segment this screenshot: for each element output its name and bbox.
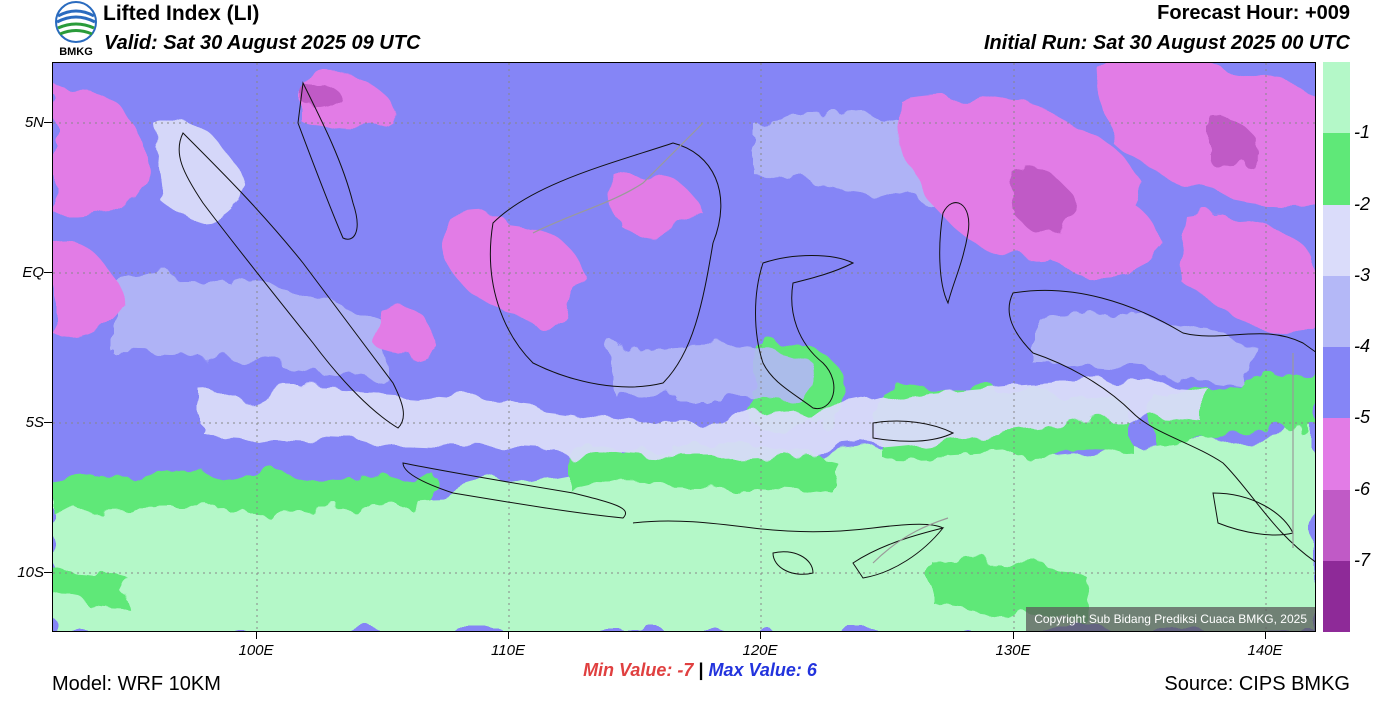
lat-label-5n: 5N (24, 114, 44, 131)
lat-tick (44, 572, 52, 573)
colorbar-segment (1323, 489, 1350, 561)
lon-tick (256, 632, 257, 639)
lat-tick (44, 272, 52, 273)
colorbar-segment (1323, 62, 1350, 134)
lat-label-eq: EQ (22, 264, 44, 281)
lon-label-140e: 140E (1247, 642, 1283, 659)
valid-time: Valid: Sat 30 August 2025 09 UTC (104, 32, 421, 54)
lat-label-5s: 5S (25, 414, 44, 431)
map-field (53, 63, 1315, 631)
colorbar-label: -2 (1354, 193, 1371, 214)
source-label: Source: CIPS BMKG (1164, 673, 1350, 695)
colorbar-segment (1323, 204, 1350, 276)
min-value: -7 (677, 660, 694, 680)
colorbar-segment (1323, 347, 1350, 419)
model-label: Model: WRF 10KM (52, 673, 221, 695)
min-max-values: Min Value: -7 | Max Value: 6 (0, 660, 1400, 681)
separator: | (698, 660, 704, 680)
lon-tick (508, 632, 509, 639)
chart-title: Lifted Index (LI) (103, 2, 260, 25)
logo-text: BMKG (59, 46, 93, 58)
lon-label-120e: 120E (742, 642, 778, 659)
colorbar-segment (1323, 418, 1350, 490)
colorbar-label: -1 (1354, 122, 1371, 143)
colorbar-segment (1323, 275, 1350, 347)
lon-label-100e: 100E (238, 642, 274, 659)
lat-tick (44, 122, 52, 123)
colorbar-label: -3 (1354, 264, 1371, 285)
initial-run: Initial Run: Sat 30 August 2025 00 UTC (983, 32, 1350, 54)
colorbar-segment (1323, 133, 1350, 205)
lifted-index-map: Copyright Sub Bidang Prediksi Cuaca BMKG… (52, 62, 1316, 632)
colorbar-label: -4 (1354, 336, 1371, 356)
forecast-hour: Forecast Hour: +009 (1157, 2, 1350, 24)
colorbar (1323, 62, 1350, 632)
coastlines (178, 81, 1315, 579)
lat-label-10s: 10S (17, 564, 44, 581)
colorbar-label: -5 (1354, 407, 1371, 428)
lon-tick (1265, 632, 1266, 639)
max-label: Max Value: (708, 660, 802, 680)
min-label: Min Value: (583, 660, 673, 680)
max-value: 6 (806, 660, 817, 680)
colorbar-label: -6 (1354, 478, 1371, 499)
lon-label-110e: 110E (491, 642, 525, 659)
colorbar-segment (1323, 560, 1350, 632)
lon-tick (1013, 632, 1014, 639)
bmkg-logo (52, 0, 100, 60)
lat-tick (44, 422, 52, 423)
lon-tick (760, 632, 761, 639)
lon-label-130e: 130E (995, 642, 1031, 659)
colorbar-label: -7 (1354, 549, 1371, 570)
copyright-notice: Copyright Sub Bidang Prediksi Cuaca BMKG… (1026, 607, 1315, 631)
